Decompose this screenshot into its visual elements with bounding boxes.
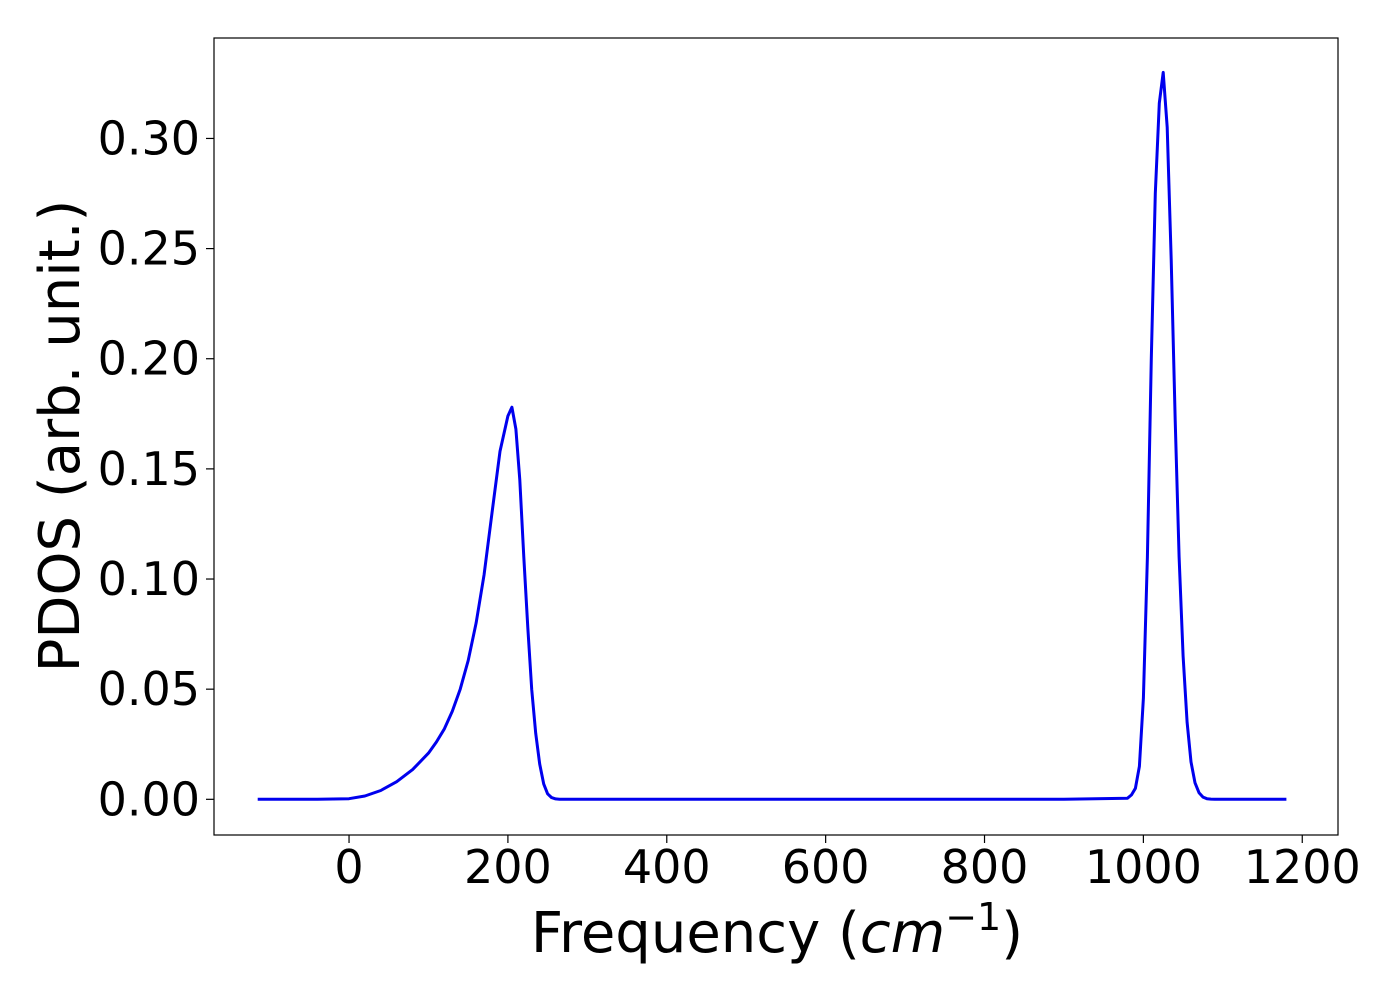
series-line-1 bbox=[257, 70, 1287, 801]
y-tick-label: 0.20 bbox=[98, 332, 200, 386]
y-tick-label: 0.30 bbox=[98, 111, 200, 165]
x-tick-label: 1200 bbox=[1244, 840, 1361, 894]
y-tick-label: 0.15 bbox=[98, 442, 200, 496]
y-tick-label: 0.25 bbox=[98, 222, 200, 276]
y-axis-label: PDOS (arb. unit.) bbox=[28, 200, 93, 673]
x-ticks: 0 200 400 600 800 1000 1200 bbox=[334, 835, 1361, 894]
y-tick-label: 0.10 bbox=[98, 552, 200, 606]
x-axis-label-unit-exponent: −1 bbox=[945, 895, 1001, 939]
x-axis-label-close: ) bbox=[1001, 901, 1023, 966]
x-tick-label: 800 bbox=[941, 840, 1029, 894]
y-ticks: 0.00 0.05 0.10 0.15 0.20 0.25 0.30 bbox=[98, 111, 214, 826]
x-tick-label: 1000 bbox=[1085, 840, 1202, 894]
series-layer bbox=[257, 70, 1287, 801]
x-axis-label-text: Frequency ( bbox=[531, 901, 860, 966]
x-axis-label: Frequency (cm−1) bbox=[531, 895, 1023, 966]
y-tick-label: 0.00 bbox=[98, 772, 200, 826]
plot-frame bbox=[213, 37, 1339, 836]
x-tick-label: 600 bbox=[782, 840, 870, 894]
x-tick-label: 400 bbox=[623, 840, 711, 894]
y-tick-label: 0.05 bbox=[98, 662, 200, 716]
x-tick-label: 0 bbox=[334, 840, 363, 894]
x-tick-label: 200 bbox=[464, 840, 552, 894]
x-axis-label-unit: cm bbox=[860, 901, 945, 966]
